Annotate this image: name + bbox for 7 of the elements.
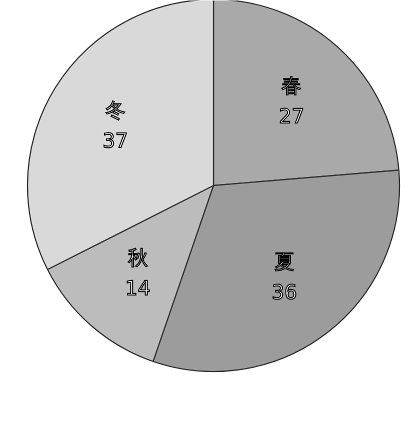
- data-label: 36: [272, 280, 298, 304]
- data-label: 14: [125, 276, 150, 300]
- data-label: 27: [278, 104, 304, 128]
- slice-label: 冬: [105, 98, 126, 122]
- data-label: 37: [102, 128, 128, 153]
- slice-label: 春: [282, 74, 302, 98]
- slice-label: 夏: [274, 250, 294, 274]
